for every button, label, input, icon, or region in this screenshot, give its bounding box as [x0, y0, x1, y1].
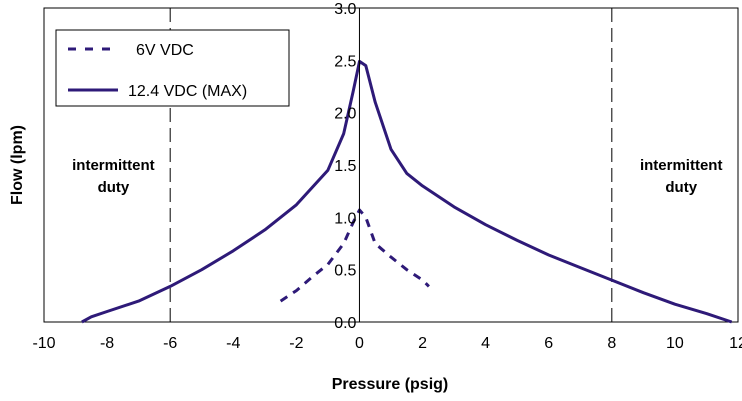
- intermittent-duty-label: intermittent duty: [72, 157, 155, 196]
- x-axis-title: Pressure (psig): [332, 376, 448, 393]
- y-tick-label: 3.0: [334, 1, 356, 18]
- y-tick-labels: 0.0 0.5 1.0 1.5 2.0 2.5 3.0: [334, 1, 356, 332]
- y-tick-label: 1.5: [334, 158, 356, 175]
- x-tick-label: 4: [481, 335, 490, 352]
- x-tick-label: -6: [163, 335, 177, 352]
- x-tick-label: 6: [544, 335, 553, 352]
- y-axis-title: Flow (lpm): [9, 125, 26, 205]
- legend-label-6v: 6V VDC: [136, 42, 194, 59]
- x-tick-label: 8: [607, 335, 616, 352]
- legend-box: [55, 29, 290, 107]
- y-tick-label: 0.5: [334, 263, 356, 280]
- x-tick-label: 10: [666, 335, 684, 352]
- x-tick-label: -8: [100, 335, 114, 352]
- x-tick-labels: -10 -8 -6 -4 -2 0 2 4 6 8 10 12: [32, 335, 742, 352]
- y-tick-label: 2.0: [334, 106, 356, 123]
- x-tick-label: -10: [32, 335, 55, 352]
- annotations: intermittent duty intermittent duty: [72, 157, 722, 196]
- x-tick-label: -2: [289, 335, 303, 352]
- x-tick-label: 2: [418, 335, 427, 352]
- y-tick-label: 0.0: [334, 315, 356, 332]
- x-tick-label: 12: [729, 335, 742, 352]
- y-tick-label: 2.5: [334, 53, 356, 70]
- series-line-1: [81, 59, 733, 324]
- y-tick-label: 1.0: [334, 210, 356, 227]
- x-tick-label: 0: [355, 335, 364, 352]
- legend: 6V VDC 12.4 VDC (MAX): [55, 29, 290, 107]
- x-tick-label: -4: [226, 335, 240, 352]
- legend-label-12v: 12.4 VDC (MAX): [128, 83, 247, 100]
- intermittent-duty-label: intermittent duty: [640, 157, 723, 196]
